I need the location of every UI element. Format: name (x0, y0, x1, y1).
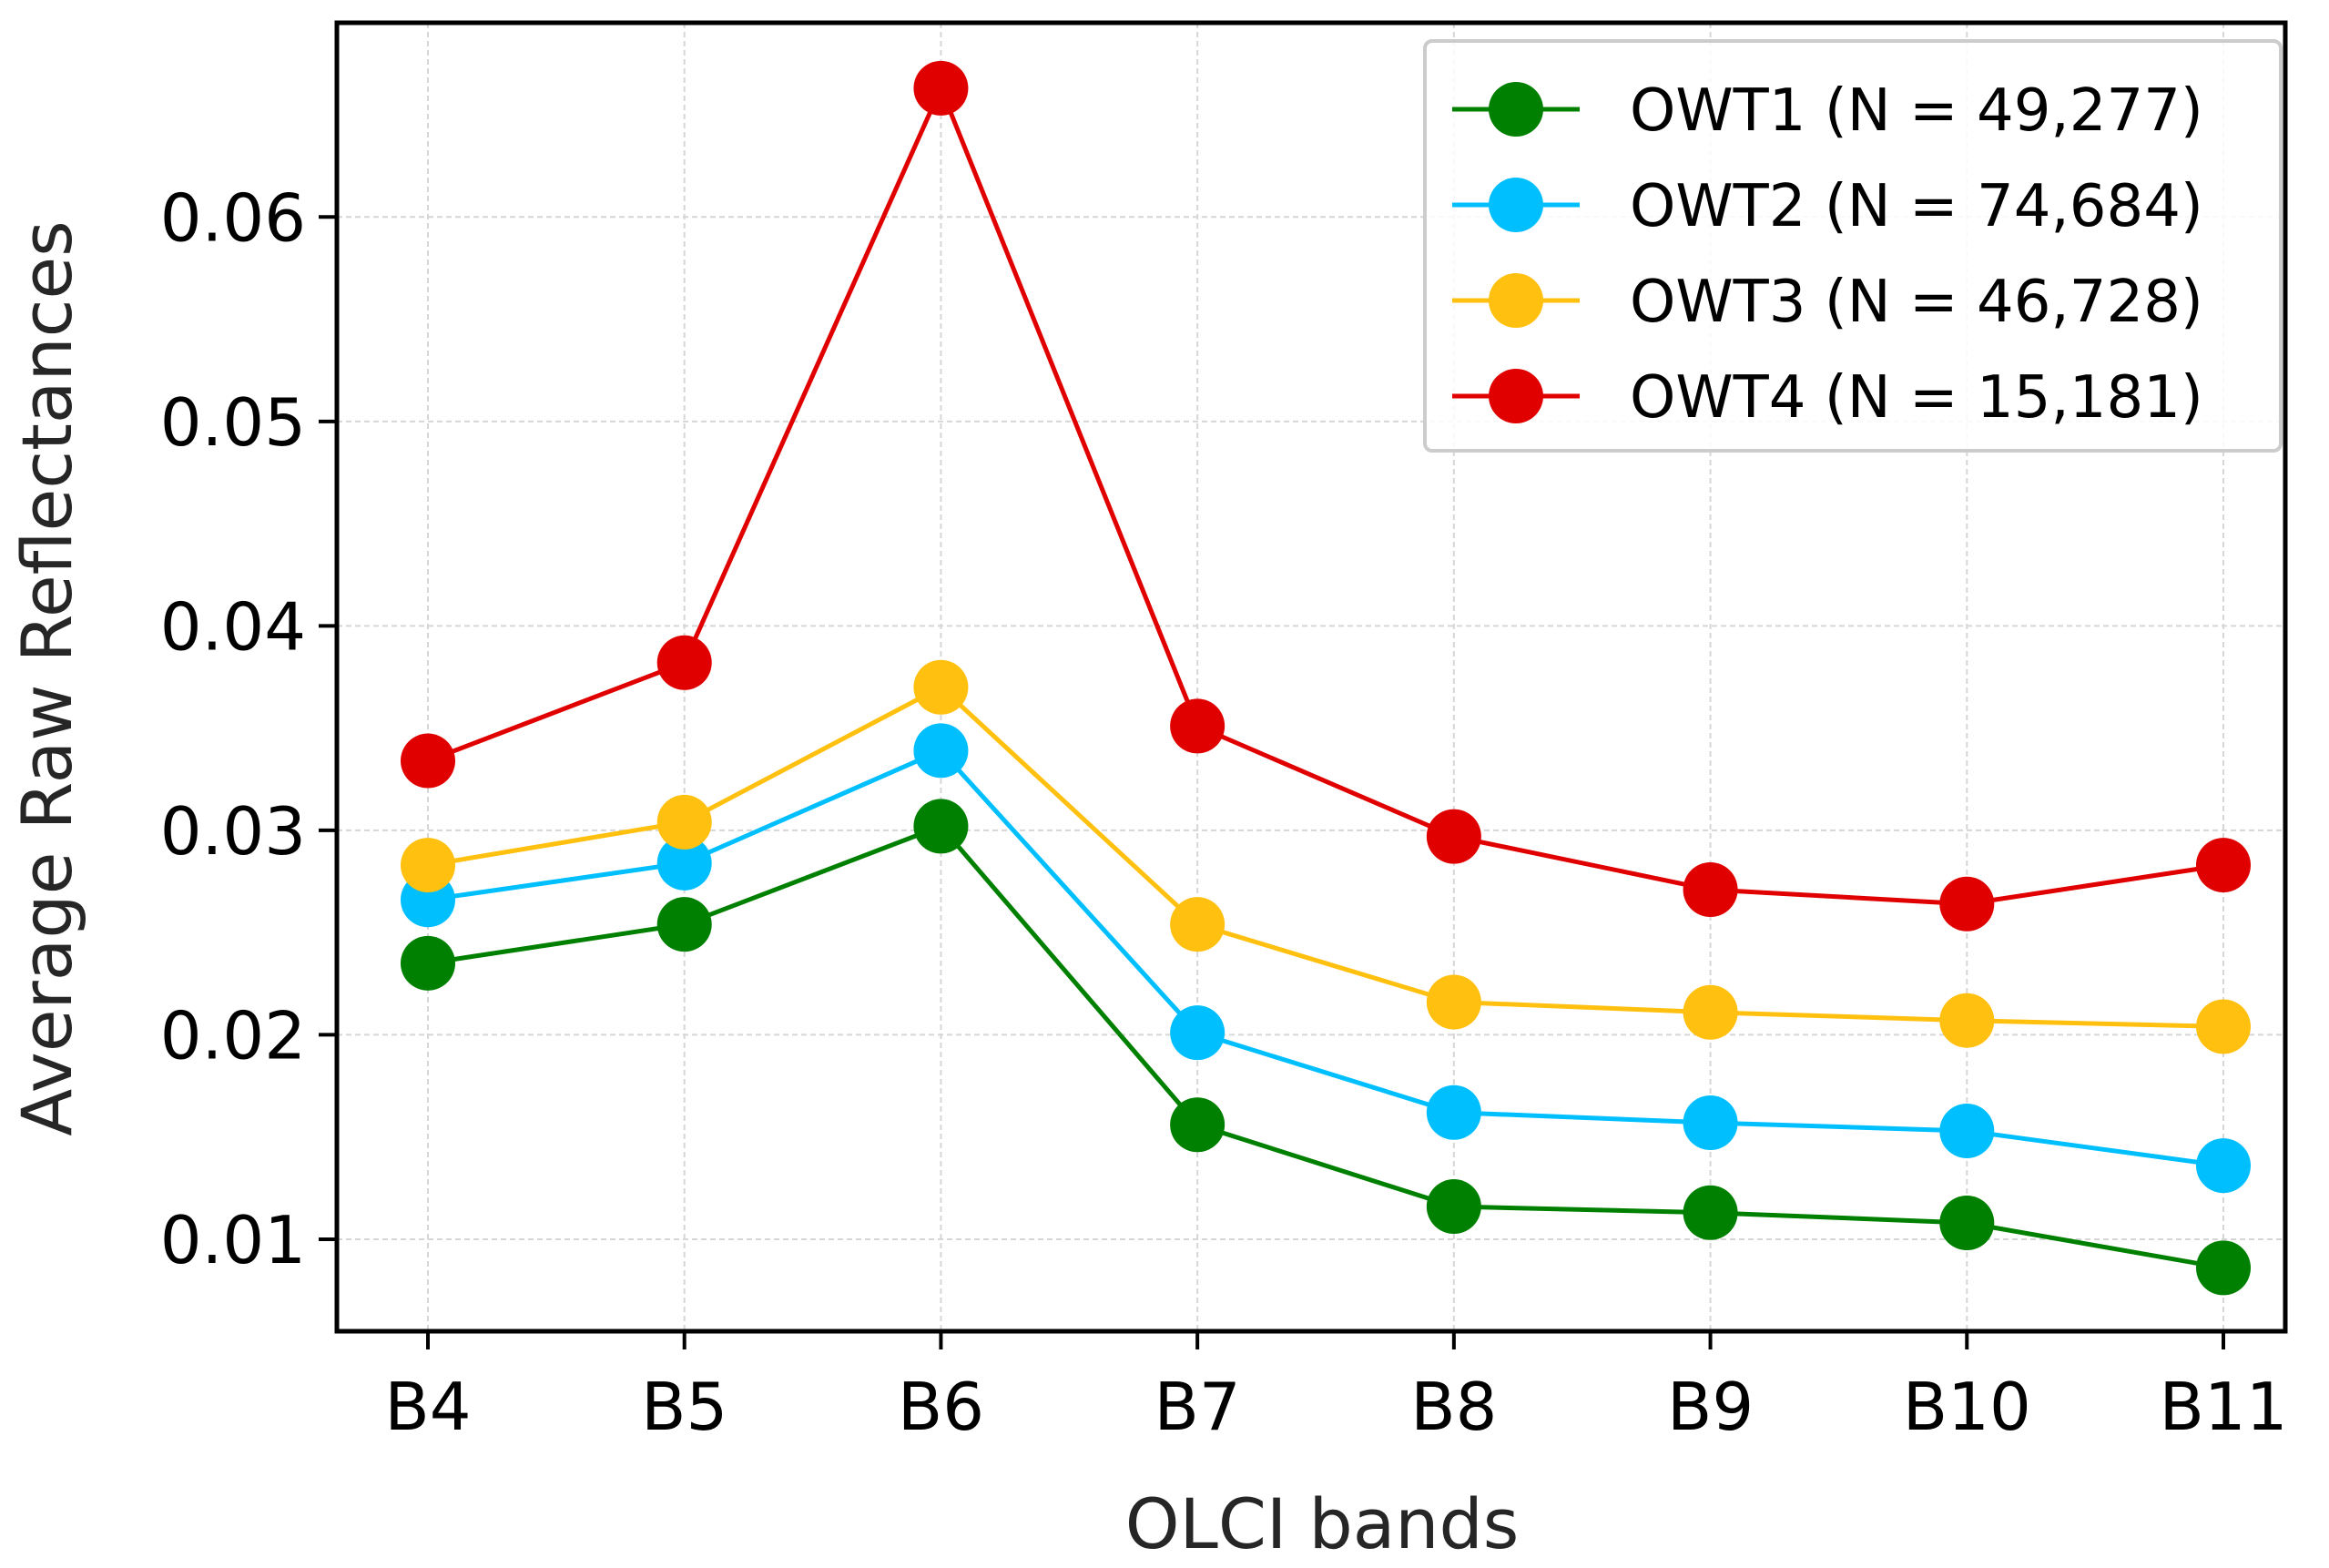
data-point (2196, 999, 2251, 1054)
legend-label: OWT4 (N = 15,181) (1630, 364, 2203, 432)
x-tick-label: B4 (384, 1369, 471, 1445)
data-point (1170, 698, 1226, 754)
x-tick-label: B10 (1903, 1369, 2031, 1445)
data-point (1426, 809, 1481, 864)
legend-label: OWT2 (N = 74,684) (1630, 173, 2203, 240)
data-point (1939, 1195, 1995, 1250)
legend-marker (1489, 82, 1543, 137)
series-1 (401, 799, 2251, 1296)
data-point (1683, 862, 1738, 918)
data-point (1683, 1185, 1738, 1240)
data-point (401, 935, 455, 991)
x-tick-label: B9 (1667, 1369, 1754, 1445)
data-point (1683, 984, 1738, 1040)
y-tick-label: 0.06 (160, 179, 306, 256)
data-point (1683, 1095, 1738, 1150)
y-tick-label: 0.02 (160, 997, 306, 1074)
data-point (1426, 1179, 1481, 1235)
x-tick-label: B8 (1410, 1369, 1497, 1445)
legend-entry: OWT3 (N = 46,728) (1452, 269, 2203, 336)
data-point (1426, 974, 1481, 1030)
data-point (1170, 1005, 1226, 1061)
y-axis-title: Average Raw Reflectances (6, 220, 87, 1136)
series-line (427, 823, 2224, 1270)
data-point (656, 897, 712, 952)
legend-marker (1489, 178, 1543, 232)
series-2 (401, 723, 2251, 1194)
data-point (1170, 1097, 1226, 1153)
data-point (656, 794, 712, 850)
data-point (913, 799, 969, 854)
legend-label: OWT3 (N = 46,728) (1630, 269, 2203, 336)
data-point (2196, 838, 2251, 893)
data-point (656, 835, 712, 891)
data-point (913, 659, 969, 715)
data-point (1939, 876, 1995, 932)
data-point (1426, 1084, 1481, 1140)
legend: OWT1 (N = 49,277) OWT2 (N = 74,684) OWT3 (… (1423, 39, 2283, 453)
series-3 (401, 659, 2251, 1054)
x-tick-label: B6 (898, 1369, 984, 1445)
legend-marker (1489, 273, 1543, 328)
data-point (401, 733, 455, 789)
data-point (1939, 993, 1995, 1048)
series-layer (401, 60, 2251, 1296)
legend-marker (1489, 369, 1543, 423)
x-tick-label: B7 (1154, 1369, 1241, 1445)
series-line (427, 748, 2224, 1168)
axis-ticks: B4 B5 B6 B7 B8 B9 B10 B11 0.01 0.02 0.03 0.04 0.05 0.… (160, 179, 2288, 1445)
legend-box (1423, 39, 2283, 453)
y-tick-label: 0.05 (160, 384, 306, 461)
data-point (656, 635, 712, 690)
y-tick-label: 0.03 (160, 793, 306, 870)
y-tick-label: 0.04 (160, 588, 306, 665)
data-point (2196, 1138, 2251, 1194)
x-tick-label: B5 (641, 1369, 727, 1445)
legend-label: OWT1 (N = 49,277) (1630, 77, 2203, 145)
plot-frame (334, 20, 2288, 1334)
legend-entry: OWT4 (N = 15,181) (1452, 364, 2203, 432)
legend-entry: OWT2 (N = 74,684) (1452, 173, 2203, 240)
y-tick-label: 0.01 (160, 1202, 306, 1278)
data-point (1939, 1103, 1995, 1158)
series-line (427, 685, 2224, 1029)
data-point (1170, 897, 1226, 952)
series-line (427, 86, 2224, 907)
data-point (913, 60, 969, 116)
data-point (913, 723, 969, 779)
data-point (2196, 1240, 2251, 1296)
legend-entry: OWT1 (N = 49,277) (1452, 77, 2203, 145)
data-point (401, 838, 455, 893)
series-4 (401, 60, 2251, 932)
x-tick-label: B11 (2159, 1369, 2287, 1445)
x-axis-title: OLCI bands (1125, 1483, 1520, 1564)
